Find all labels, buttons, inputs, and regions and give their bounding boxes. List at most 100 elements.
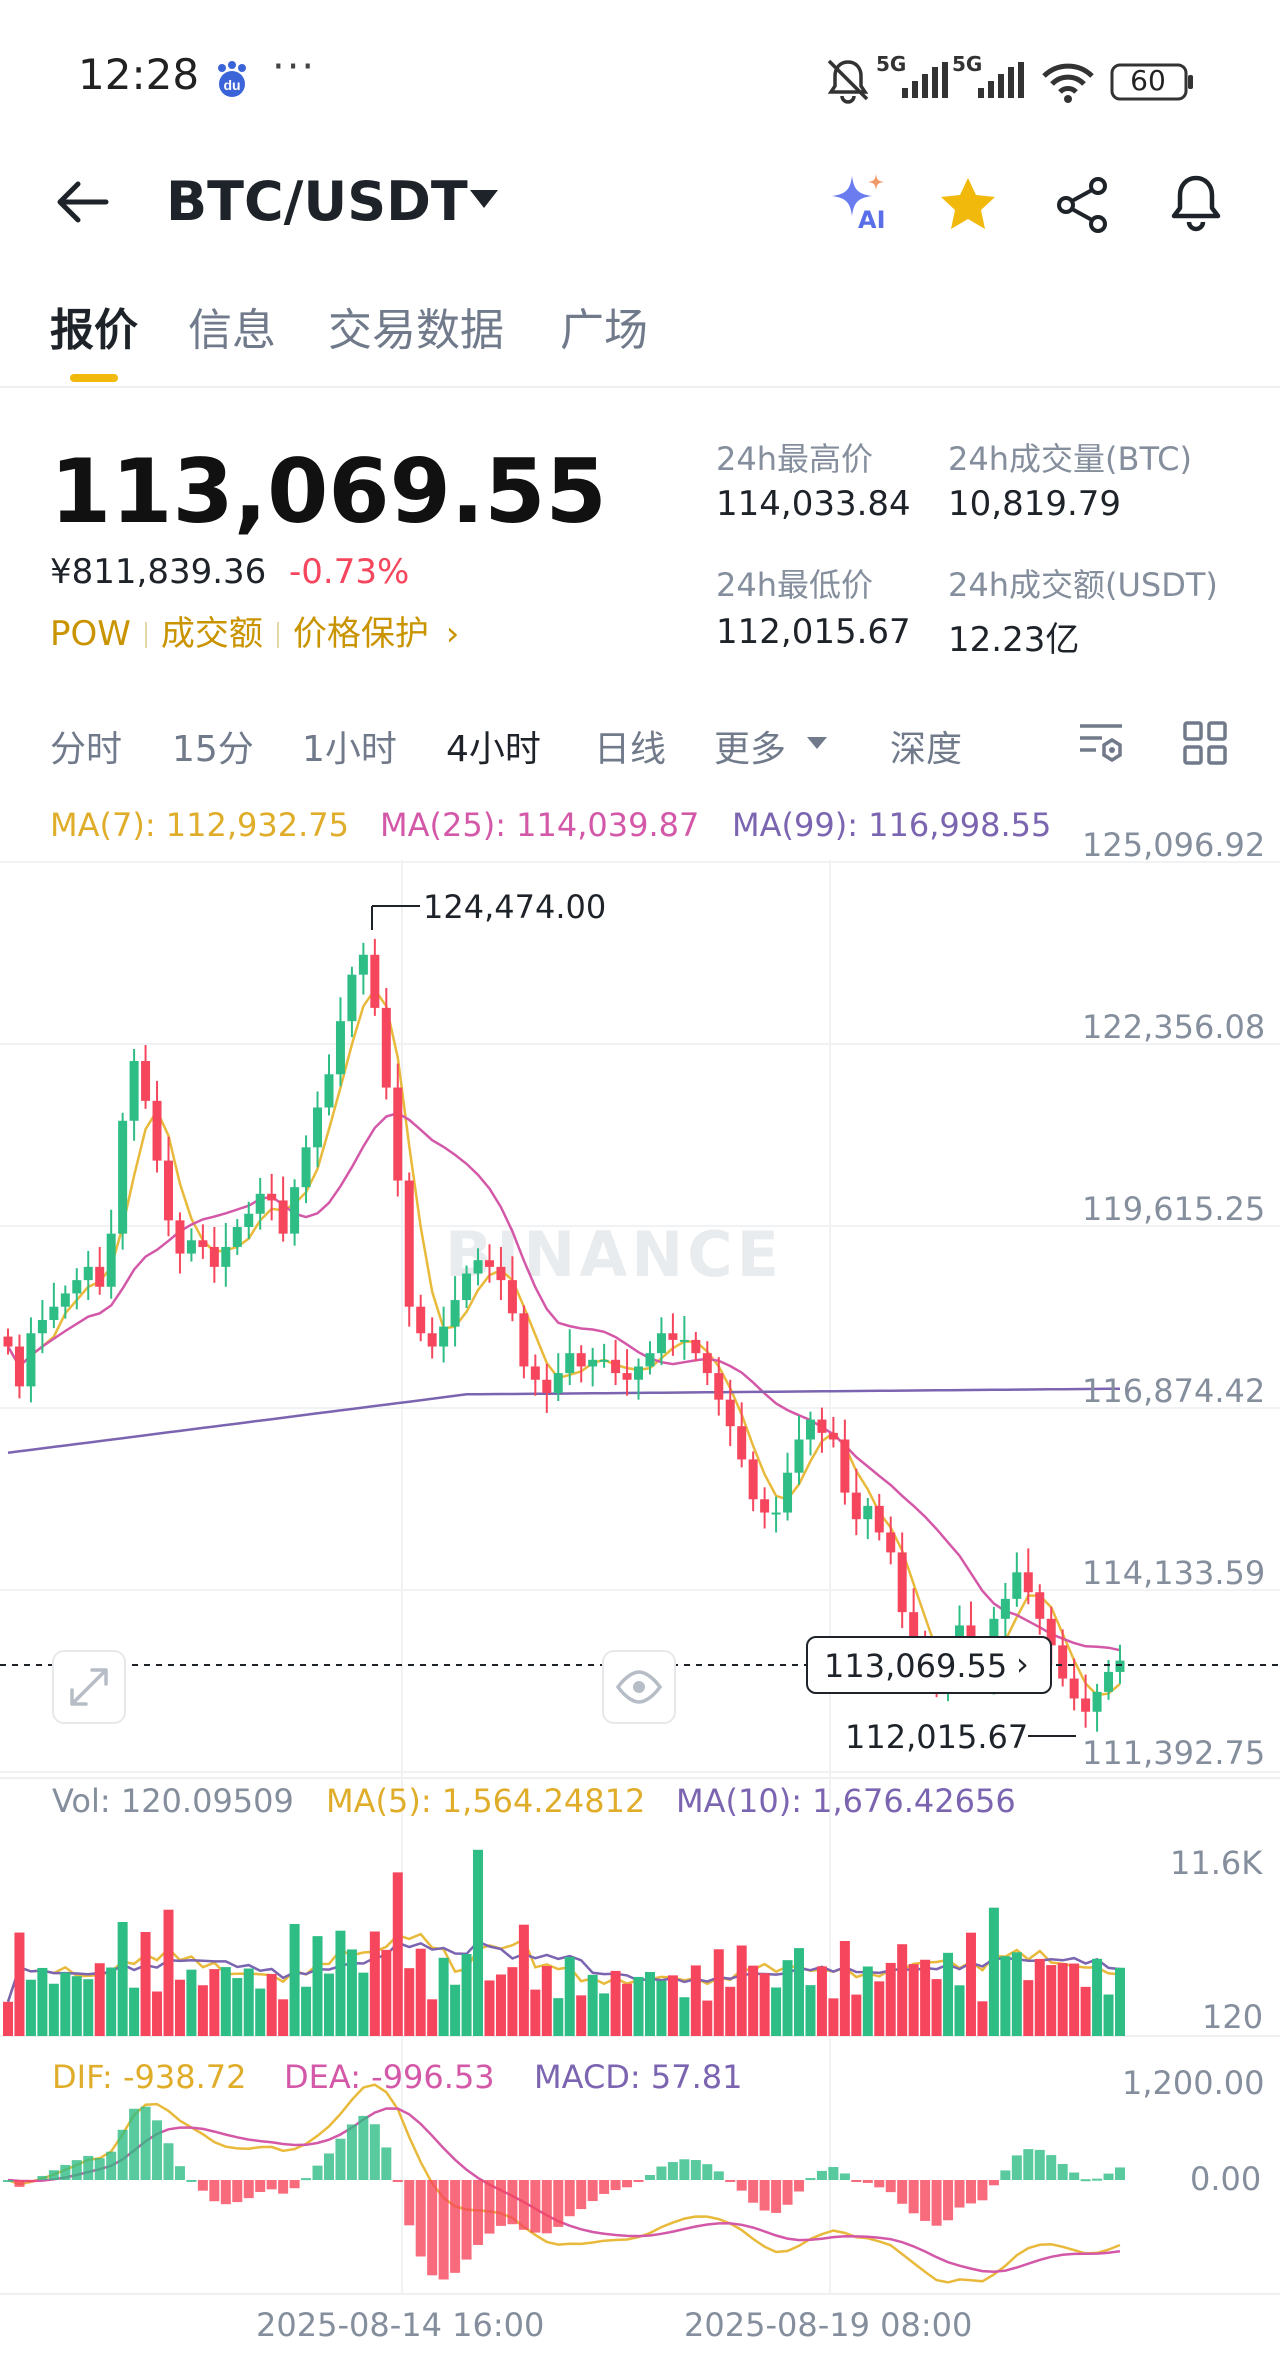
stat-vol-btc-label: 24h成交量(BTC)	[948, 440, 1192, 478]
macd-bar	[266, 2180, 277, 2190]
tab-trading-data[interactable]: 交易数据	[328, 305, 504, 356]
macd-bar	[346, 2124, 357, 2180]
vol-ma5-legend: MA(5): 1,564.24812	[326, 1782, 646, 1820]
status-more-dots: ···	[272, 44, 317, 90]
macd-bar	[1000, 2170, 1011, 2180]
period-depth[interactable]: 深度	[890, 729, 963, 770]
signal-icon-2	[978, 62, 1024, 98]
volume-bar	[369, 1931, 380, 2036]
volume-bar	[1080, 1986, 1091, 2036]
volume-bar	[874, 1981, 885, 2036]
volume-bar	[484, 1980, 495, 2036]
volume-bar	[438, 1957, 449, 2036]
star-icon[interactable]	[940, 176, 996, 230]
share-icon[interactable]	[1054, 176, 1112, 234]
expand-icon	[70, 1668, 108, 1706]
fullscreen-button[interactable]	[52, 1650, 126, 1724]
candle-body	[1058, 1645, 1068, 1679]
macd-bar	[163, 2143, 174, 2180]
volume-bar	[805, 1985, 816, 2036]
battery-level: 60	[1130, 64, 1166, 97]
last-price: 113,069.55	[50, 440, 607, 543]
volume-bar	[1034, 1958, 1045, 2036]
candle-body	[1092, 1691, 1102, 1712]
tag-volume[interactable]: 成交额	[160, 614, 263, 654]
macd-bar	[771, 2180, 782, 2213]
macd-bar	[851, 2180, 862, 2182]
bell-icon[interactable]	[1168, 172, 1224, 234]
toggle-visibility-button[interactable]	[602, 1650, 676, 1724]
macd-bar	[897, 2180, 908, 2204]
candle-body	[748, 1459, 758, 1500]
candle-body	[221, 1246, 231, 1267]
candle-body	[702, 1353, 712, 1374]
candle-body	[83, 1266, 93, 1281]
tag-price-protect[interactable]: 价格保护	[292, 614, 429, 654]
candle-body	[622, 1373, 632, 1380]
volume-bar	[243, 1968, 254, 2036]
macd-bar	[1023, 2149, 1034, 2180]
kline-chart[interactable]	[0, 860, 1280, 2356]
macd-bar	[25, 2180, 36, 2182]
candle-body	[496, 1266, 506, 1281]
macd-bar	[186, 2179, 197, 2182]
volume-bar	[129, 1987, 140, 2036]
volume-bar	[794, 1948, 805, 2036]
volume-bar	[404, 1968, 415, 2036]
macd-bar	[301, 2178, 312, 2181]
macd-bar	[404, 2180, 415, 2226]
macd-bar	[759, 2180, 770, 2211]
candle-body	[484, 1260, 494, 1267]
volume-bar	[174, 1979, 185, 2036]
indicator-settings-icon[interactable]	[1076, 720, 1126, 766]
period-4h[interactable]: 4小时	[446, 729, 541, 770]
macd-bar	[1080, 2179, 1091, 2182]
tab-quote[interactable]: 报价	[50, 305, 138, 356]
back-arrow-icon[interactable]	[52, 178, 112, 226]
macd-bar	[988, 2180, 999, 2186]
chevron-right-icon[interactable]: ›	[445, 614, 460, 654]
macd-axis-top: 1,200.00	[1122, 2064, 1265, 2102]
time-label: 2025-08-19 08:00	[684, 2306, 973, 2344]
volume-bar	[713, 1949, 724, 2036]
period-timeline[interactable]: 分时	[50, 729, 123, 770]
volume-bar	[782, 1960, 793, 2036]
tag-pow[interactable]: POW	[50, 614, 131, 654]
candle-body	[324, 1074, 334, 1108]
macd-bar	[943, 2180, 954, 2221]
macd-bar	[736, 2180, 747, 2191]
candle-body	[198, 1240, 208, 1247]
macd-bar	[794, 2180, 805, 2192]
layout-grid-icon[interactable]	[1182, 720, 1228, 766]
ai-sparkle-icon[interactable]	[828, 172, 892, 232]
net-type-1: 5G	[876, 52, 907, 76]
price-axis-label: 122,356.08	[1082, 1008, 1266, 1046]
macd-bar	[369, 2124, 380, 2180]
macd-bar	[931, 2180, 942, 2226]
volume-bar	[323, 1973, 334, 2036]
candle-body	[313, 1107, 323, 1148]
period-1h[interactable]: 1小时	[302, 729, 397, 770]
chevron-right-icon: ›	[1016, 1645, 1029, 1683]
signal-icon	[902, 62, 948, 98]
volume-bar	[220, 1967, 231, 2036]
period-15m[interactable]: 15分	[172, 729, 254, 770]
candle-body	[370, 954, 380, 1008]
pair-title[interactable]: BTC/USDT	[166, 170, 468, 233]
candle-body	[141, 1061, 151, 1101]
tab-info[interactable]: 信息	[188, 305, 276, 356]
volume-bar	[312, 1936, 323, 2036]
tab-square[interactable]: 广场	[560, 305, 648, 356]
caret-down-icon[interactable]	[468, 188, 500, 210]
more-caret-icon[interactable]	[806, 736, 828, 750]
period-more[interactable]: 更多	[714, 729, 787, 770]
volume-bar	[48, 1983, 59, 2036]
high-marker-label: 124,474.00	[423, 888, 607, 926]
macd-bar	[1057, 2164, 1068, 2180]
macd-bar	[323, 2153, 334, 2180]
period-1d[interactable]: 日线	[594, 729, 667, 770]
candle-body	[37, 1319, 47, 1334]
macd-bar	[713, 2171, 724, 2180]
candle-body	[668, 1333, 678, 1340]
current-price-tag[interactable]: 113,069.55 ›	[806, 1636, 1052, 1694]
